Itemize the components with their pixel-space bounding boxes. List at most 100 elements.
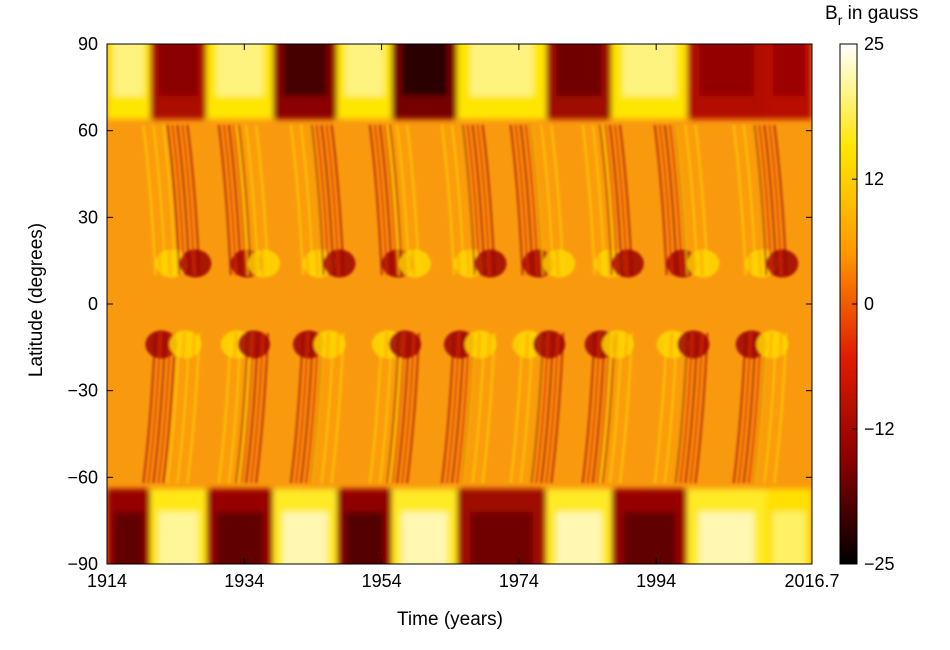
flux-stream-south	[299, 332, 314, 484]
flux-stream-north	[471, 124, 486, 276]
flux-stream-south	[325, 332, 340, 484]
flux-stream-north	[466, 124, 481, 276]
flux-stream-south	[396, 332, 411, 484]
x-tick-label: 1914	[87, 571, 127, 591]
flux-stream-north	[586, 124, 601, 276]
flux-stream-south	[763, 332, 778, 484]
flux-stream-south	[618, 332, 633, 484]
flux-stream-south	[758, 332, 773, 484]
flux-stream-north	[603, 124, 618, 276]
polar-band-south-core	[470, 512, 533, 564]
flux-stream-north	[445, 124, 460, 276]
flux-stream-north	[237, 124, 252, 276]
flux-stream-south	[509, 332, 524, 484]
flux-stream-north	[227, 124, 242, 276]
colorbar-tick-label: 25	[864, 34, 884, 54]
x-tick-label: 1974	[499, 571, 539, 591]
flux-stream-north	[166, 124, 181, 276]
flux-stream-north	[663, 124, 678, 276]
flux-stream-north	[694, 124, 709, 276]
flux-stream-north	[157, 124, 172, 276]
polar-band-north-core	[698, 44, 755, 96]
flux-stream-south	[476, 332, 491, 484]
flux-stream-north	[325, 124, 340, 276]
active-region-north	[611, 249, 644, 278]
colorbar-title-main: B	[825, 3, 838, 24]
flux-stream-north	[476, 124, 491, 276]
flux-streams	[142, 124, 799, 484]
flux-stream-south	[250, 332, 265, 484]
active-region-south	[533, 330, 566, 359]
flux-stream-north	[540, 124, 555, 276]
flux-stream-north	[514, 124, 529, 276]
flux-stream-south	[768, 332, 783, 484]
colorbar-title: Br in gauss	[825, 3, 918, 28]
flux-stream-north	[255, 124, 270, 276]
active-region-south	[389, 330, 422, 359]
active-region-north	[248, 249, 281, 278]
y-tick-label: 0	[88, 294, 98, 314]
flux-stream-south	[679, 332, 694, 484]
flux-stream-south	[603, 332, 618, 484]
y-tick-label: −30	[67, 381, 98, 401]
flux-stream-north	[391, 124, 406, 276]
flux-stream-south	[535, 332, 550, 484]
polar-band-south-core	[401, 512, 448, 564]
active-region-north	[399, 249, 432, 278]
flux-stream-south	[378, 332, 393, 484]
flux-stream-north	[147, 124, 162, 276]
flux-stream-south	[674, 332, 689, 484]
x-tick-label: 2016.7	[784, 571, 839, 591]
flux-stream-north	[737, 124, 752, 276]
flux-stream-north	[245, 124, 260, 276]
flux-stream-north	[142, 124, 157, 276]
polar-band-south-core	[556, 512, 602, 564]
flux-stream-north	[598, 124, 613, 276]
colorbar-title-rest: in gauss	[842, 3, 918, 24]
plot-area	[107, 44, 812, 564]
polar-band-north-core	[282, 44, 328, 96]
flux-stream-north	[481, 124, 496, 276]
y-tick-label: 90	[78, 34, 98, 54]
colorbar-title-sub: r	[838, 12, 843, 28]
flux-stream-north	[294, 124, 309, 276]
flux-stream-north	[386, 124, 401, 276]
polar-band-south-core	[282, 512, 328, 564]
flux-stream-north	[373, 124, 388, 276]
flux-stream-south	[315, 332, 330, 484]
flux-stream-south	[550, 332, 565, 484]
y-tick-label: −60	[67, 467, 98, 487]
flux-stream-north	[235, 124, 250, 276]
flux-stream-south	[689, 332, 704, 484]
flux-stream-south	[445, 332, 460, 484]
polar-band-south-core	[158, 512, 199, 564]
flux-stream-north	[240, 124, 255, 276]
flux-stream-north	[773, 124, 788, 276]
polar-band-north-core	[470, 44, 533, 96]
flux-stream-north	[455, 124, 470, 276]
flux-stream-north	[299, 124, 314, 276]
flux-stream-south	[294, 332, 309, 484]
polar-band-north-core	[556, 44, 602, 96]
flux-stream-north	[378, 124, 393, 276]
flux-stream-north	[176, 124, 191, 276]
flux-stream-south	[653, 332, 668, 484]
y-tick-label: −90	[67, 554, 98, 574]
flux-stream-north	[368, 124, 383, 276]
flux-stream-north	[315, 124, 330, 276]
flux-stream-south	[684, 332, 699, 484]
flux-stream-north	[550, 124, 565, 276]
colorbar-ticks: 25 12 0 −12 −25	[852, 34, 895, 574]
x-tick-label: 1994	[636, 571, 676, 591]
polar-band-north-core	[772, 44, 806, 96]
flux-stream-south	[608, 332, 623, 484]
flux-stream-north	[684, 124, 699, 276]
flux-stream-north	[596, 124, 611, 276]
plot-background	[107, 44, 812, 564]
flux-stream-south	[519, 332, 534, 484]
flux-stream-south	[440, 332, 455, 484]
flux-stream-south	[391, 332, 406, 484]
flux-stream-south	[658, 332, 673, 484]
flux-stream-north	[388, 124, 403, 276]
flux-stream-south	[471, 332, 486, 484]
